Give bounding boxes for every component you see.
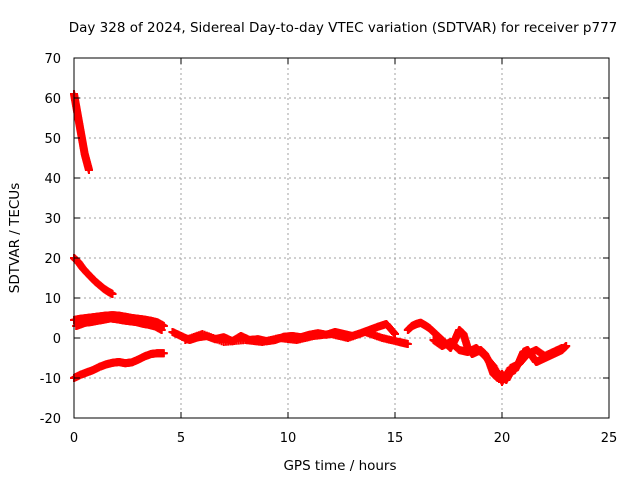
data-point bbox=[557, 344, 566, 352]
x-axis-label: GPS time / hours bbox=[283, 458, 396, 474]
series-satellite-d bbox=[70, 349, 168, 382]
series-satellite-h bbox=[403, 318, 571, 384]
y-tick-label: 0 bbox=[53, 332, 61, 347]
axis-tick-labels: 0 5 10 15 20 25 -20 -10 0 10 20 30 40 50 60 70 bbox=[40, 52, 618, 446]
data-points bbox=[70, 90, 571, 386]
chart-title: Day 328 of 2024, Sidereal Day-to-day VTE… bbox=[69, 20, 618, 36]
y-tick-label: 60 bbox=[44, 92, 61, 107]
x-tick-label: 0 bbox=[70, 431, 78, 446]
series-satellite-i bbox=[429, 336, 566, 386]
y-axis-label: SDTVAR / TECUs bbox=[7, 183, 23, 293]
data-point bbox=[108, 290, 117, 298]
y-tick-label: 70 bbox=[44, 52, 61, 67]
data-point bbox=[159, 349, 168, 358]
x-tick-label: 15 bbox=[387, 431, 404, 446]
x-tick-label: 5 bbox=[177, 431, 185, 446]
x-tick-label: 25 bbox=[601, 431, 618, 446]
plot-frame bbox=[73, 57, 610, 419]
data-point bbox=[562, 342, 571, 350]
x-tick-label: 10 bbox=[280, 431, 297, 446]
y-tick-label: 10 bbox=[44, 292, 61, 307]
axis-ticks bbox=[73, 57, 610, 419]
data-point bbox=[157, 326, 166, 334]
y-tick-label: -20 bbox=[40, 412, 61, 427]
grid-layer bbox=[74, 58, 609, 418]
data-point bbox=[391, 330, 399, 338]
series-satellite-b bbox=[70, 254, 117, 298]
y-tick-label: 30 bbox=[44, 212, 61, 227]
series-satellite-e bbox=[72, 314, 166, 334]
y-tick-label: 40 bbox=[44, 172, 61, 187]
data-point bbox=[403, 340, 412, 348]
y-tick-label: -10 bbox=[40, 372, 61, 387]
x-tick-label: 20 bbox=[494, 431, 511, 446]
y-tick-label: 50 bbox=[44, 132, 61, 147]
series-satellite-g bbox=[181, 328, 412, 348]
series-satellite-a bbox=[70, 90, 93, 174]
y-tick-label: 20 bbox=[44, 252, 61, 267]
data-point bbox=[84, 166, 93, 174]
